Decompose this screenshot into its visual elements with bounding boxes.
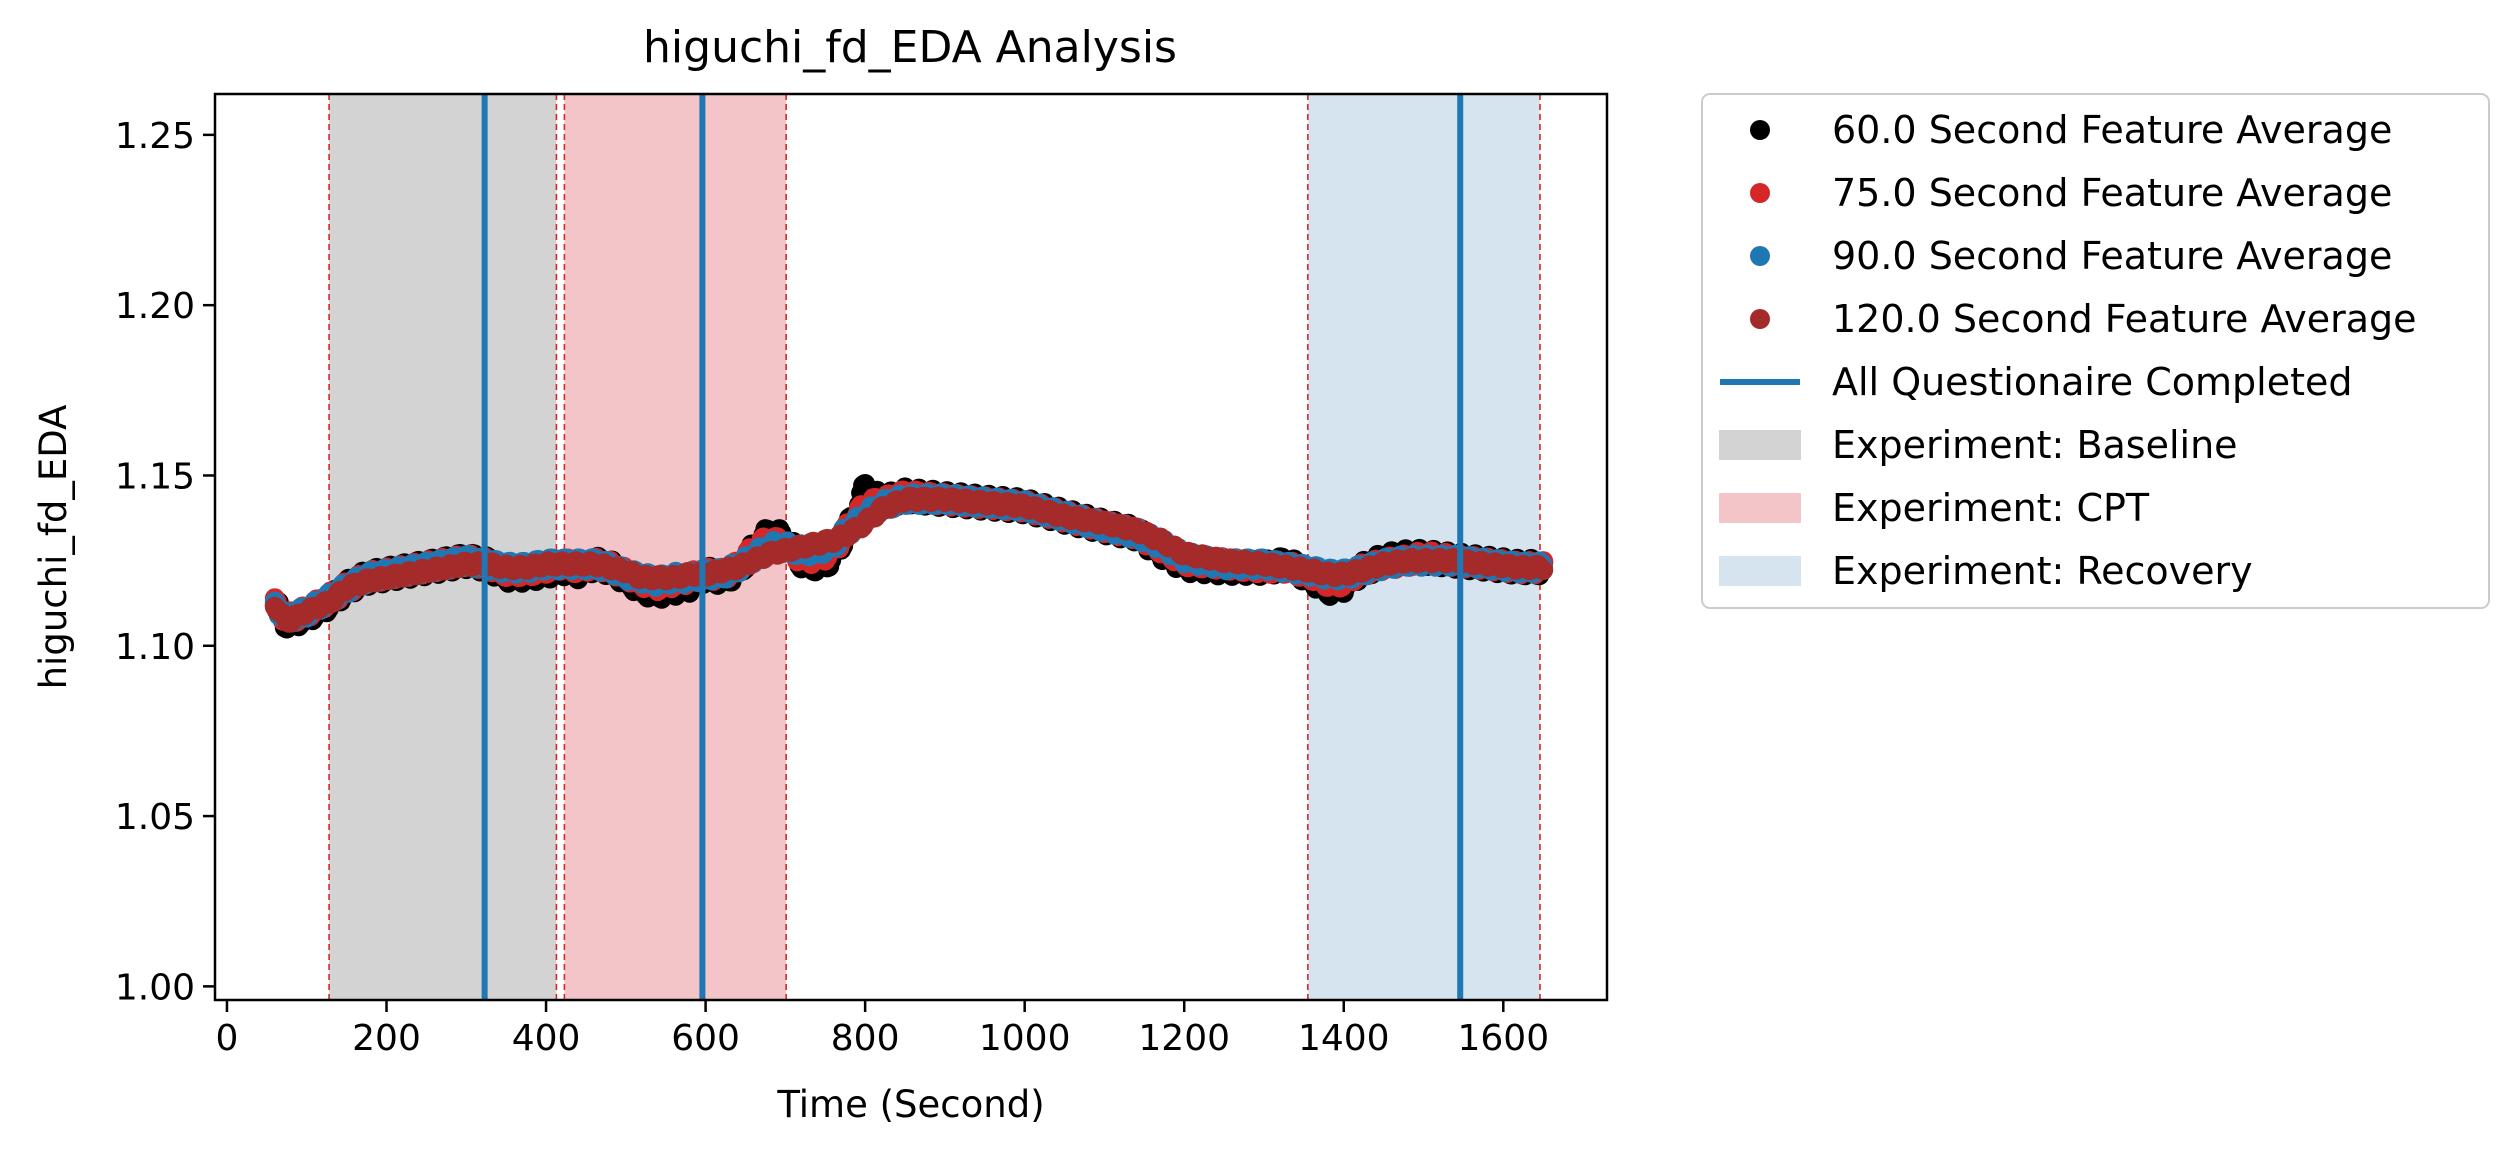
legend-marker — [1719, 430, 1801, 460]
legend: 60.0 Second Feature Average 75.0 Second F… — [1701, 93, 2490, 609]
y-tick-label: 1.20 — [115, 286, 195, 327]
x-tick-label: 1600 — [1457, 1018, 1549, 1059]
y-tick-label: 1.15 — [115, 456, 195, 497]
legend-marker — [1719, 493, 1801, 523]
x-tick-label: 1400 — [1298, 1018, 1390, 1059]
legend-item-5: Experiment: Baseline — [1719, 423, 2238, 467]
legend-item-0: 60.0 Second Feature Average — [1750, 108, 2392, 152]
chart-title: higuchi_fd_EDA Analysis — [643, 22, 1177, 73]
legend-marker — [1719, 556, 1801, 586]
x-tick-label: 400 — [512, 1018, 581, 1059]
legend-item-6: Experiment: CPT — [1719, 486, 2150, 530]
data-points — [264, 474, 1554, 639]
legend-item-7: Experiment: Recovery — [1719, 549, 2253, 593]
x-tick-label: 1200 — [1138, 1018, 1230, 1059]
legend-label: Experiment: Baseline — [1832, 423, 2238, 467]
legend-label: 120.0 Second Feature Average — [1832, 297, 2417, 341]
y-tick-label: 1.10 — [115, 627, 195, 668]
plot-frame — [213, 92, 1609, 1002]
legend-item-2: 90.0 Second Feature Average — [1750, 234, 2392, 278]
legend-item-4: All Questionaire Completed — [1720, 360, 2353, 404]
legend-frame — [1701, 93, 2490, 609]
y-tick-label: 1.25 — [115, 116, 195, 157]
x-tick-label: 200 — [352, 1018, 421, 1059]
legend-marker — [1750, 246, 1770, 266]
legend-marker — [1750, 120, 1770, 140]
data-point — [1533, 560, 1554, 581]
x-tick-label: 800 — [831, 1018, 900, 1059]
legend-item-3: 120.0 Second Feature Average — [1750, 297, 2417, 341]
y-axis-label: higuchi_fd_EDA — [32, 405, 75, 690]
y-tick-label: 1.00 — [115, 967, 195, 1008]
x-tick-label: 600 — [671, 1018, 740, 1059]
x-tick-label: 0 — [216, 1018, 239, 1059]
legend-label: All Questionaire Completed — [1832, 360, 2353, 404]
x-tick-label: 1000 — [979, 1018, 1071, 1059]
boundary-lines — [328, 94, 1541, 1000]
legend-label: Experiment: CPT — [1832, 486, 2150, 530]
series-3 — [264, 486, 1554, 633]
legend-label: Experiment: Recovery — [1832, 549, 2253, 593]
questionnaire-lines — [481, 94, 1464, 1000]
legend-item-1: 75.0 Second Feature Average — [1750, 171, 2392, 215]
y-tick-label: 1.05 — [115, 797, 195, 838]
legend-label: 90.0 Second Feature Average — [1832, 234, 2392, 278]
legend-marker — [1750, 183, 1770, 203]
legend-label: 75.0 Second Feature Average — [1832, 171, 2392, 215]
y-axis: 1.00 1.05 1.10 1.15 1.20 1.25 — [115, 116, 215, 1008]
legend-label: 60.0 Second Feature Average — [1832, 108, 2392, 152]
legend-marker — [1750, 309, 1770, 329]
x-axis-label: Time (Second) — [776, 1083, 1044, 1126]
x-axis: 0 200 400 600 800 1000 1200 1400 1600 — [216, 1000, 1549, 1059]
